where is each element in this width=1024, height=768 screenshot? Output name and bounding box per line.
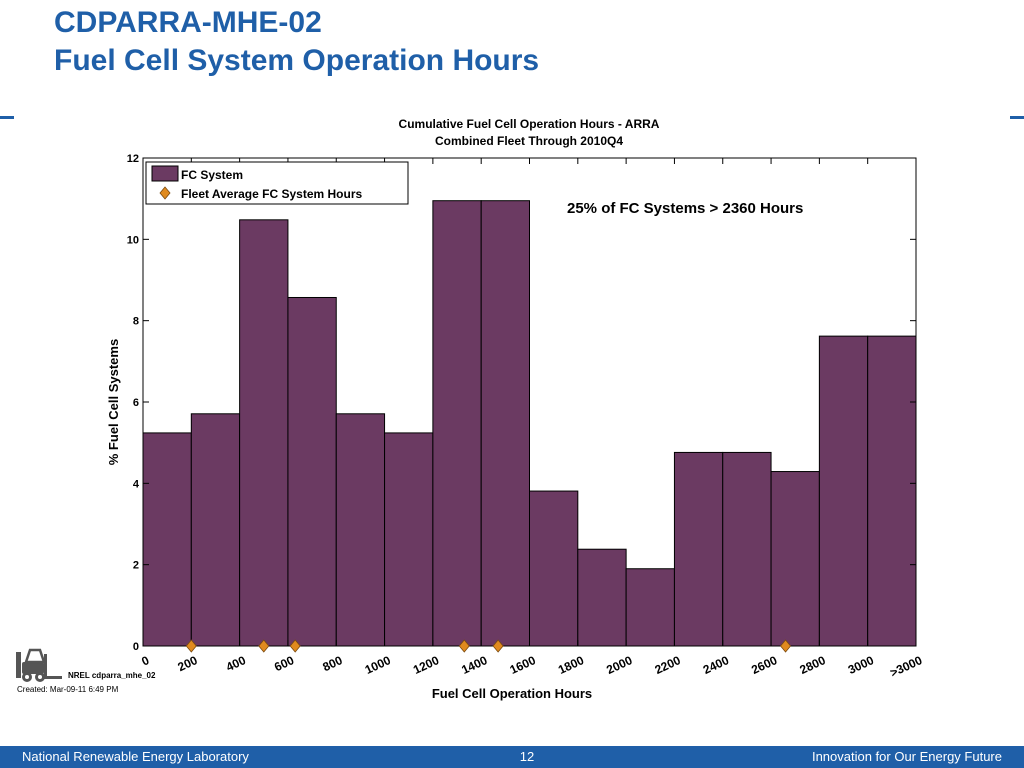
footer-organization: National Renewable Energy Laboratory bbox=[22, 749, 249, 764]
footer-bar: National Renewable Energy Laboratory 12 … bbox=[0, 746, 1024, 768]
x-tick-label: 2600 bbox=[749, 653, 779, 677]
x-tick-label: 0 bbox=[139, 653, 151, 669]
x-axis-label: Fuel Cell Operation Hours bbox=[432, 686, 592, 701]
legend-swatch-fc-system bbox=[151, 165, 179, 182]
y-tick-label: 10 bbox=[127, 234, 139, 246]
histogram-bar bbox=[287, 296, 337, 647]
slide-title-line2: Fuel Cell System Operation Hours bbox=[54, 44, 540, 77]
histogram-bar bbox=[335, 413, 386, 647]
y-tick-label: 6 bbox=[133, 397, 139, 409]
y-axis-label: % Fuel Cell Systems bbox=[106, 339, 121, 465]
legend-box bbox=[145, 161, 409, 205]
histogram-bar bbox=[770, 471, 820, 647]
x-tick-label: 200 bbox=[176, 653, 200, 674]
x-tick-label: 2800 bbox=[798, 653, 828, 677]
footer-tagline: Innovation for Our Energy Future bbox=[811, 749, 1002, 764]
x-tick-label: 2000 bbox=[604, 653, 634, 677]
histogram-bar bbox=[384, 432, 434, 647]
histogram-bar bbox=[142, 432, 192, 647]
legend-label-fleet-average: Fleet Average FC System Hours bbox=[181, 187, 362, 201]
y-tick-label: 8 bbox=[133, 316, 139, 328]
histogram-bar bbox=[577, 548, 627, 647]
legend-marker-fleet-average bbox=[159, 186, 171, 200]
histogram-bar bbox=[480, 200, 530, 647]
chart-title: Cumulative Fuel Cell Operation Hours - A… bbox=[399, 117, 660, 131]
fleet-average-marker bbox=[458, 639, 470, 653]
fleet-average-marker bbox=[185, 639, 197, 653]
fleet-average-marker bbox=[780, 639, 792, 653]
x-tick-label: 1600 bbox=[508, 653, 538, 677]
y-tick-label: 2 bbox=[133, 560, 139, 572]
fleet-average-marker bbox=[258, 639, 270, 653]
x-tick-label: 400 bbox=[224, 653, 248, 674]
created-timestamp: Created: Mar-09-11 6:49 PM bbox=[17, 685, 119, 694]
histogram-bar bbox=[867, 335, 917, 647]
histogram-bar bbox=[673, 451, 724, 647]
histogram-bar bbox=[190, 413, 241, 647]
y-tick-label: 4 bbox=[133, 478, 140, 490]
slide-title-line1: CDPARRA-MHE-02 bbox=[54, 6, 322, 39]
x-tick-label: 600 bbox=[272, 653, 296, 674]
histogram-bar bbox=[818, 335, 869, 647]
histogram-bar bbox=[239, 219, 289, 647]
legend-label-fc-system: FC System bbox=[181, 168, 243, 182]
slide-title: CDPARRA-MHE-02 Fuel Cell System Operatio… bbox=[54, 4, 539, 80]
x-tick-label: >3000 bbox=[888, 653, 925, 680]
histogram-bar bbox=[529, 490, 579, 647]
histogram-bar bbox=[432, 200, 482, 647]
chart-subtitle: Combined Fleet Through 2010Q4 bbox=[435, 134, 623, 148]
x-tick-label: 3000 bbox=[846, 653, 876, 677]
x-tick-label: 1400 bbox=[459, 653, 489, 677]
footer-page-number: 12 bbox=[519, 749, 535, 764]
chart-annotation: 25% of FC Systems > 2360 Hours bbox=[567, 200, 803, 217]
nrel-forklift-logo-icon bbox=[16, 648, 62, 682]
y-tick-label: 0 bbox=[133, 641, 139, 653]
x-tick-label: 1200 bbox=[411, 653, 441, 677]
left-edge-accent bbox=[0, 116, 14, 119]
x-tick-label: 2200 bbox=[653, 653, 683, 677]
x-tick-label: 800 bbox=[320, 653, 344, 674]
x-tick-label: 1800 bbox=[556, 653, 586, 677]
fleet-average-marker bbox=[492, 639, 504, 653]
histogram-bar bbox=[625, 568, 675, 647]
y-tick-label: 12 bbox=[127, 153, 139, 165]
x-tick-label: 1000 bbox=[363, 653, 393, 677]
right-edge-accent bbox=[1010, 116, 1024, 119]
fleet-average-marker bbox=[289, 639, 301, 653]
histogram-bar bbox=[722, 451, 772, 647]
figure-id-label: NREL cdparra_mhe_02 bbox=[68, 671, 156, 680]
x-tick-label: 2400 bbox=[701, 653, 731, 677]
